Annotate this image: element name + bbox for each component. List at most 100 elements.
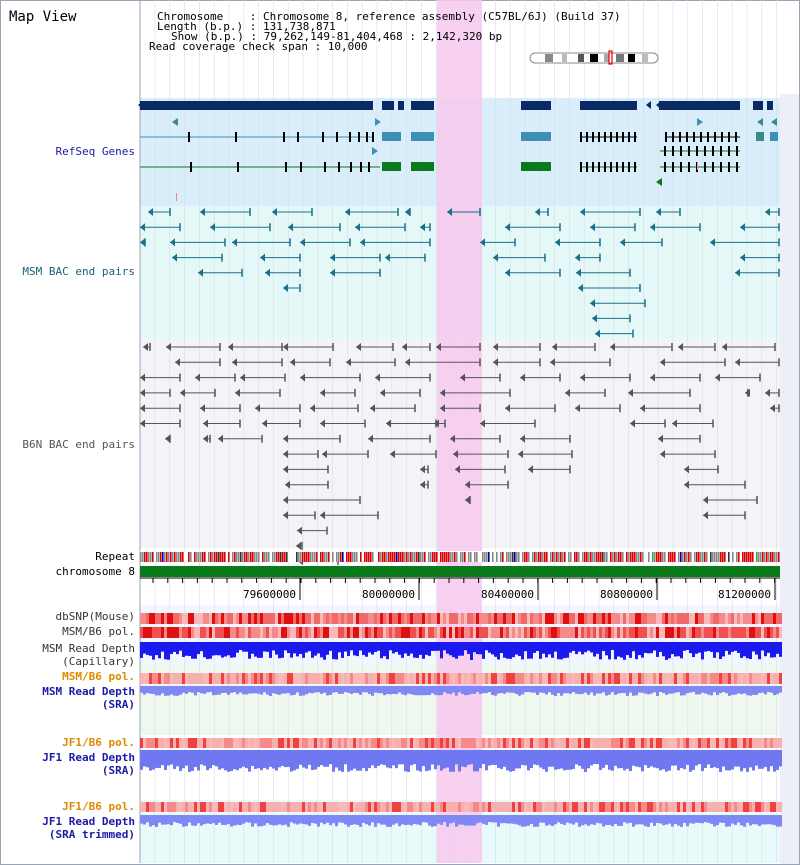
msm-bac-pair-end: [576, 268, 581, 277]
b6n-bac-pair-end: [218, 434, 223, 443]
jf1-b6-pol-cell: [638, 738, 641, 748]
msm-b6-pol-sra-cell: [266, 673, 269, 684]
dbsnp-cell: [323, 613, 326, 624]
msm-b6-pol-cell: [593, 627, 596, 638]
jf1-b6-pol-trim-cell: [167, 802, 170, 812]
msm-depth-cap-bar: [479, 642, 482, 655]
dbsnp-cell: [590, 613, 593, 624]
jf1-depth-trim-bar: [410, 815, 413, 826]
jf1-depth-trim-bar: [401, 815, 404, 825]
dbsnp-cell: [239, 613, 242, 624]
jf1-depth-trim-bar: [557, 815, 560, 823]
repeat-element: [236, 552, 238, 562]
jf1-b6-pol-trim-cell: [254, 802, 257, 812]
jf1-b6-pol-trim-cell: [485, 802, 488, 812]
msm-b6-pol-sra-cell: [605, 673, 608, 684]
jf1-b6-pol-trim-cell: [434, 802, 437, 812]
jf1-depth-trim-bar: [233, 815, 236, 826]
jf1-depth-bar: [626, 750, 629, 769]
repeat-element: [420, 552, 422, 562]
jf1-b6-pol-cell: [566, 738, 569, 748]
msm-depth-cap-bar: [287, 642, 290, 654]
msm-b6-pol-cell: [227, 627, 230, 638]
b6n-bac-pairs[interactable]: [140, 343, 780, 566]
jf1-depth-trim-bar: [371, 815, 374, 823]
jf1-b6-pol-cell: [224, 738, 227, 748]
jf1-b6-pol-trim-cell: [692, 802, 695, 812]
selected-region-highlight[interactable]: [437, 0, 482, 863]
read-depth-tracks[interactable]: [140, 642, 782, 827]
msm-depth-cap-bar: [698, 642, 701, 653]
repeat-element: [254, 552, 256, 562]
jf1-b6-pol-trim-cell: [602, 802, 605, 812]
msm-bac-pair-end: [345, 208, 350, 216]
repeat-element: [652, 552, 654, 562]
msm-b6-pol-sra-cell: [635, 673, 638, 684]
jf1-b6-pol-trim-cell: [731, 802, 734, 812]
msm-bac-pair-end: [578, 284, 583, 292]
msm-b6-pol-cell: [779, 627, 782, 638]
repeat-element: [594, 552, 596, 562]
gene-exon: [664, 162, 666, 172]
msm-depth-sra-bar: [419, 686, 422, 696]
b6n-bac-pair-end: [200, 404, 205, 413]
jf1-b6-pol-trim-cell: [371, 802, 374, 812]
jf1-depth-trim-bar: [599, 815, 602, 824]
b6n-bac-pair-end: [455, 465, 460, 474]
jf1-b6-pol-trim-cell: [380, 802, 383, 812]
jf1-depth-bar: [314, 750, 317, 770]
dbsnp-cell: [218, 613, 221, 624]
gene-exon: [686, 132, 688, 142]
jf1-b6-pol-trim-cell: [563, 802, 566, 812]
chromosome-bar[interactable]: [140, 566, 780, 577]
msm-depth-sra-bar: [335, 686, 338, 693]
msm-depth-cap-bar: [617, 642, 620, 657]
msm-depth-cap-bar: [281, 642, 284, 658]
repeat-element: [222, 552, 224, 562]
jf1-depth-trim-bar: [686, 815, 689, 827]
msm-depth-sra-bar: [626, 686, 629, 696]
jf1-b6-pol-cell: [734, 738, 737, 748]
dbsnp-cell: [482, 613, 485, 624]
jf1-depth-trim-bar: [518, 815, 521, 826]
msm-depth-sra-bar: [524, 686, 527, 693]
repeat-element: [424, 552, 426, 562]
msm-b6-pol-cell: [218, 627, 221, 638]
jf1-b6-pol-cell: [389, 738, 392, 748]
jf1-b6-pol-cell: [710, 738, 713, 748]
jf1-b6-pol-trim-cell: [503, 802, 506, 812]
jf1-b6-pol-trim-cell: [410, 802, 413, 812]
jf1-b6-pol-cell: [650, 738, 653, 748]
msm-b6-pol-sra-cell: [275, 673, 278, 684]
dbsnp-cell: [620, 613, 623, 624]
label-jf1-depth-sub: (SRA): [101, 764, 135, 777]
repeat-element: [674, 552, 676, 562]
jf1-b6-pol-cell: [329, 738, 332, 748]
msm-bac-pair-end: [355, 223, 360, 232]
dbsnp-cell: [692, 613, 695, 624]
repeat-track[interactable]: [140, 551, 780, 562]
msm-depth-cap-bar: [719, 642, 722, 659]
chromosome-ideogram[interactable]: [529, 50, 659, 65]
msm-bac-pairs[interactable]: [140, 208, 780, 338]
refseq-gene-models[interactable]: [138, 101, 778, 201]
msm-depth-sra-bar: [683, 686, 686, 696]
msm-b6-pol-cell: [407, 627, 410, 638]
jf1-depth-trim-bar: [239, 815, 242, 826]
heatmap-tracks[interactable]: [140, 613, 782, 812]
dbsnp-cell: [758, 613, 761, 624]
jf1-b6-pol-trim-cell: [587, 802, 590, 812]
msm-b6-pol-sra-cell: [350, 673, 353, 684]
jf1-b6-pol-cell: [413, 738, 416, 748]
jf1-depth-bar: [152, 750, 155, 770]
msm-depth-cap-bar: [545, 642, 548, 658]
dbsnp-cell: [563, 613, 566, 624]
jf1-depth-bar: [311, 750, 314, 770]
msm-depth-sra-bar: [272, 686, 275, 694]
msm-b6-pol-sra-cell: [572, 673, 575, 684]
b6n-bac-pair-end: [143, 343, 148, 351]
msm-b6-pol-cell: [329, 627, 332, 638]
msm-b6-pol-cell: [350, 627, 353, 638]
msm-b6-pol-cell: [707, 627, 710, 638]
